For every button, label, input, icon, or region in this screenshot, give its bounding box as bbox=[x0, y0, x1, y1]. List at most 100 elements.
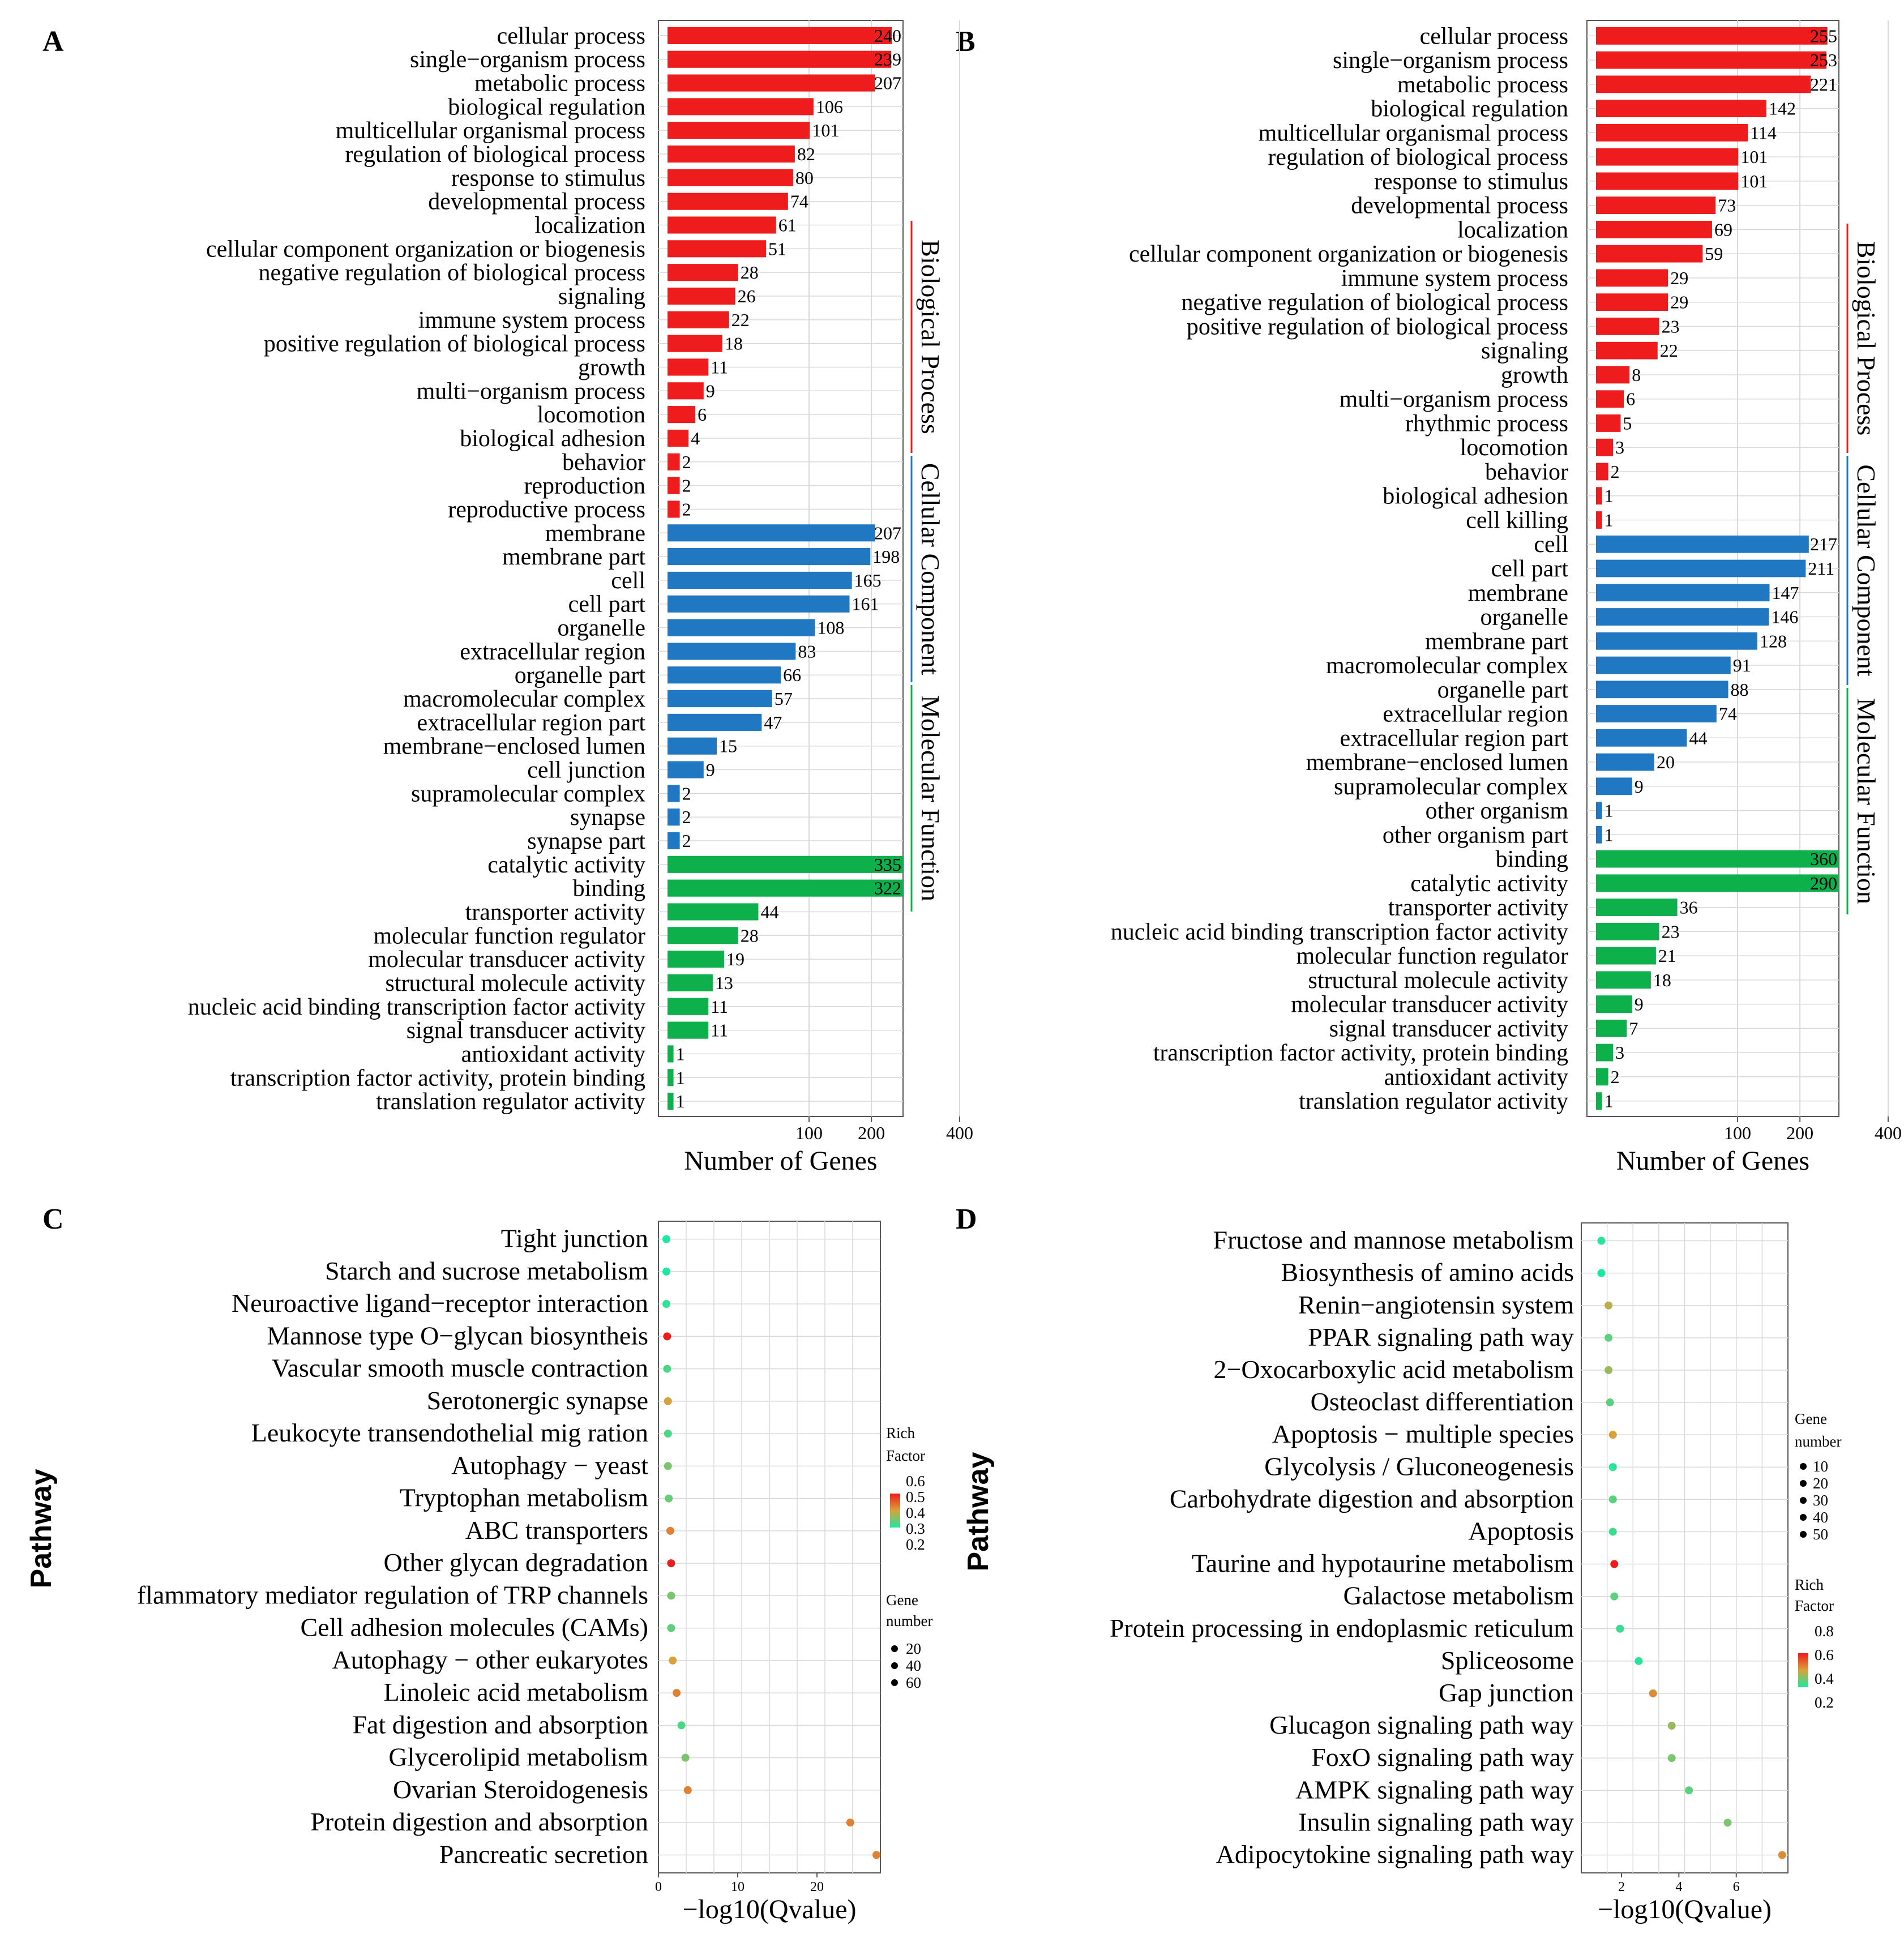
gene-number-legend-title: number bbox=[886, 1612, 932, 1629]
value-label: 101 bbox=[1740, 147, 1768, 167]
value-label: 26 bbox=[738, 286, 756, 306]
bar-membrane-part bbox=[668, 548, 871, 566]
bar-positive-regulation-of-biological-process bbox=[1596, 318, 1659, 335]
category-label: cell part bbox=[1491, 556, 1569, 582]
category-label: single−organism process bbox=[1333, 48, 1568, 74]
x-axis-title: −log10(Qvalue) bbox=[683, 1894, 857, 1924]
bar-signaling bbox=[1596, 341, 1658, 360]
rich-factor-tick: 0.6 bbox=[906, 1473, 925, 1490]
category-label: biological adhesion bbox=[460, 426, 645, 452]
point-spliceosome bbox=[1635, 1657, 1643, 1665]
value-label: 207 bbox=[874, 523, 901, 543]
category-label: molecular function regulator bbox=[1297, 943, 1568, 969]
value-label: 198 bbox=[872, 546, 900, 567]
pathway-label: Glycerolipid metabolism bbox=[388, 1743, 648, 1772]
bar-biological-adhesion bbox=[1596, 487, 1602, 505]
value-label: 101 bbox=[812, 120, 839, 140]
category-label: cell killing bbox=[1466, 507, 1568, 533]
rich-factor-tick: 0.3 bbox=[906, 1520, 925, 1537]
pathway-label: Linoleic acid metabolism bbox=[383, 1678, 648, 1706]
value-label: 1 bbox=[676, 1067, 685, 1088]
value-label: 11 bbox=[711, 1020, 728, 1041]
value-label: 6 bbox=[1626, 389, 1635, 409]
value-label: 1 bbox=[676, 1043, 685, 1064]
category-label: nucleic acid binding transcription facto… bbox=[1111, 919, 1568, 945]
panel-label-c: C bbox=[42, 1203, 64, 1235]
gene-number-swatch bbox=[1800, 1463, 1807, 1470]
category-label: extracellular region bbox=[1383, 701, 1568, 728]
value-label: 69 bbox=[1714, 219, 1732, 239]
category-label: extracellular region part bbox=[1340, 725, 1569, 751]
pathway-label: Carbohydrate digestion and absorption bbox=[1170, 1484, 1574, 1513]
x-tick-label: 100 bbox=[795, 1123, 823, 1143]
bar-multicellular-organismal-process bbox=[1596, 124, 1748, 142]
point-mannose-type-o-glycan-biosyntheis bbox=[663, 1332, 671, 1341]
category-label: molecular function regulator bbox=[374, 923, 645, 949]
value-label: 83 bbox=[798, 641, 816, 661]
category-label: biological regulation bbox=[448, 94, 645, 120]
bar-localization bbox=[1596, 221, 1712, 238]
pathway-label: 2−Oxocarboxylic acid metabolism bbox=[1213, 1355, 1574, 1384]
category-label: developmental process bbox=[1351, 193, 1568, 219]
bar-positive-regulation-of-biological-process bbox=[668, 335, 722, 352]
category-label: signaling bbox=[1481, 338, 1568, 364]
bar-rhythmic-process bbox=[1596, 414, 1621, 432]
y-axis-title: Pathway bbox=[962, 1452, 995, 1571]
point-biosynthesis-of-amino-acids bbox=[1597, 1269, 1606, 1277]
gene-number-swatch bbox=[1800, 1497, 1807, 1504]
bar-transporter-activity bbox=[1596, 899, 1678, 916]
category-label: metabolic process bbox=[1397, 72, 1568, 98]
bar-extracellular-region-part bbox=[1596, 729, 1687, 747]
category-label: transcription factor activity, protein b… bbox=[230, 1065, 645, 1091]
bar-response-to-stimulus bbox=[668, 169, 793, 186]
bar-single-organism-process bbox=[668, 50, 892, 68]
bar-catalytic-activity bbox=[1596, 874, 1839, 892]
bar-growth bbox=[668, 358, 709, 376]
point-other-glycan-degradation bbox=[667, 1559, 675, 1568]
category-label: membrane part bbox=[1425, 628, 1568, 654]
category-label: behavior bbox=[1485, 459, 1568, 485]
pathway-label: Mannose type O−glycan biosyntheis bbox=[267, 1321, 648, 1350]
category-label: growth bbox=[578, 354, 645, 380]
bar-membrane bbox=[668, 524, 875, 542]
pathway-label: FoxO signaling path way bbox=[1311, 1743, 1574, 1772]
category-label: signal transducer activity bbox=[1329, 1016, 1568, 1042]
gene-number-legend-title: Gene bbox=[1795, 1410, 1827, 1427]
category-label: binding bbox=[1496, 846, 1568, 872]
category-label: cellular component organization or bioge… bbox=[1129, 241, 1568, 267]
bar-cell-part bbox=[668, 595, 850, 613]
bar-developmental-process bbox=[1596, 196, 1716, 215]
value-label: 217 bbox=[1810, 534, 1837, 554]
category-label: organelle bbox=[1481, 605, 1569, 631]
pathway-label: Tryptophan metabolism bbox=[400, 1483, 648, 1512]
value-label: 51 bbox=[768, 238, 786, 259]
gene-number-swatch bbox=[891, 1645, 898, 1652]
point-renin-angiotensin-system bbox=[1605, 1301, 1613, 1310]
category-label: binding bbox=[573, 876, 645, 902]
pathway-label: Starch and sucrose metabolism bbox=[325, 1256, 648, 1285]
go-bar-chart-b: cellular process 255 single−organism proce… bbox=[1111, 20, 1902, 1176]
bar-cell-killing bbox=[1596, 511, 1602, 529]
value-label: 2 bbox=[682, 783, 691, 803]
gene-number-tick: 40 bbox=[1813, 1509, 1828, 1526]
value-label: 106 bbox=[816, 96, 843, 117]
bar-locomotion bbox=[1596, 438, 1614, 456]
bar-regulation-of-biological-process bbox=[1596, 148, 1739, 166]
pathway-label: Tight junction bbox=[501, 1224, 648, 1253]
pathway-label: Gap junction bbox=[1439, 1678, 1574, 1707]
point-serotonergic-synapse bbox=[664, 1397, 672, 1405]
pathway-label: Pancreatic secretion bbox=[439, 1839, 648, 1868]
point-fat-digestion-and-absorption bbox=[677, 1721, 686, 1730]
gene-number-swatch bbox=[891, 1662, 898, 1669]
bar-molecular-transducer-activity bbox=[668, 951, 724, 968]
group-label-cellular-component: Cellular Component bbox=[916, 463, 945, 675]
value-label: 23 bbox=[1662, 921, 1680, 942]
bar-molecular-function-regulator bbox=[1596, 947, 1656, 965]
x-tick-label: 20 bbox=[810, 1880, 824, 1894]
value-label: 4 bbox=[691, 428, 700, 448]
x-tick-label: 200 bbox=[858, 1123, 885, 1143]
category-label: macromolecular complex bbox=[403, 686, 645, 712]
x-axis-title: Number of Genes bbox=[684, 1146, 877, 1176]
category-label: reproductive process bbox=[448, 497, 645, 523]
